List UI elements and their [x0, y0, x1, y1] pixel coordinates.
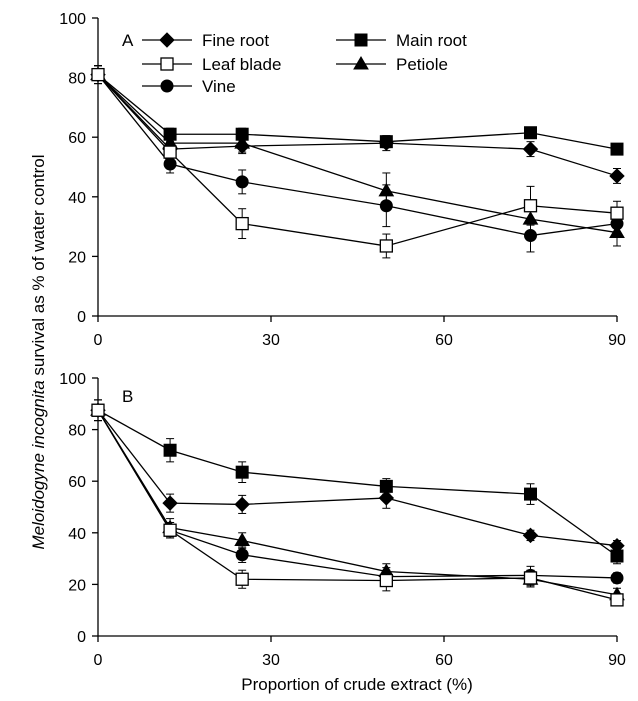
series-line-petiole	[97, 74, 618, 234]
y-tick-label: 20	[68, 577, 86, 594]
point-main-root	[163, 443, 177, 457]
point-vine	[235, 548, 249, 562]
panel-a: 0 20 40 60 80 100 0 30 60 90 A Fine root Leaf blade V…	[59, 11, 626, 349]
point-main-root	[610, 549, 624, 563]
legend-marker-fine-root	[159, 32, 175, 48]
series-line-main-root	[97, 409, 618, 557]
point-vine	[524, 229, 537, 243]
legend-item-vine: Vine	[142, 77, 236, 96]
series-line-vine	[97, 409, 618, 579]
point-leaf-blade	[379, 239, 393, 253]
y-tick-label: 0	[77, 629, 86, 646]
point-fine-root	[609, 168, 625, 184]
point-main-root	[379, 135, 393, 149]
point-leaf-blade	[163, 145, 177, 159]
point-leaf-blade	[523, 571, 538, 585]
y-axis-label-rest: survival as % of water control	[29, 155, 48, 381]
x-tick-label: 30	[262, 332, 280, 349]
legend-marker-main-root	[354, 33, 368, 47]
x-tick-label: 90	[608, 652, 626, 669]
point-vine	[379, 199, 393, 213]
legend-item-petiole: Petiole	[336, 55, 448, 74]
y-tick-label: 60	[68, 130, 86, 147]
series-vine	[91, 65, 624, 253]
series-leaf-blade	[91, 399, 624, 607]
y-tick-label: 60	[68, 474, 86, 491]
y-tick-label: 40	[68, 526, 86, 543]
y-tick-label: 100	[59, 371, 86, 388]
x-tick-label: 0	[94, 332, 103, 349]
legend-marker-leaf-blade	[160, 57, 174, 71]
x-axis-label: Proportion of crude extract (%)	[241, 675, 472, 694]
point-leaf-blade	[91, 67, 105, 82]
point-leaf-blade	[379, 573, 393, 588]
series-line-fine-root	[97, 74, 618, 177]
point-vine	[610, 571, 624, 585]
point-main-root	[235, 127, 249, 141]
y-tick-label: 80	[68, 71, 86, 88]
legend-label-main-root: Main root	[396, 31, 467, 50]
point-leaf-blade	[163, 523, 177, 537]
series-leaf-blade	[91, 65, 624, 259]
legend-marker-vine	[160, 79, 174, 93]
series-line-vine	[97, 74, 618, 237]
series-line-main-root	[97, 74, 618, 150]
point-vine	[235, 175, 249, 189]
point-fine-root	[522, 527, 539, 544]
y-axis-label-italic: Meloidogyne incognita	[29, 380, 48, 549]
x-tick-label: 60	[435, 652, 453, 669]
point-leaf-blade	[235, 216, 249, 231]
x-tick-label: 30	[262, 652, 280, 669]
y-tick-label: 0	[77, 309, 86, 326]
panel-letter-a: A	[122, 31, 134, 50]
point-main-root	[524, 126, 537, 140]
legend-item-main-root: Main root	[336, 31, 467, 50]
point-main-root	[610, 142, 624, 156]
point-fine-root	[162, 495, 178, 511]
point-main-root	[379, 479, 393, 493]
series-vine	[91, 399, 624, 587]
legend: Fine root Leaf blade Vine Main root Petiole	[142, 31, 467, 96]
point-fine-root	[234, 496, 250, 513]
x-tick-label: 90	[608, 332, 626, 349]
series-main-root	[91, 399, 624, 565]
series-line-leaf-blade	[97, 74, 618, 247]
point-fine-root	[522, 141, 539, 157]
x-tick-label: 60	[435, 332, 453, 349]
series-line-leaf-blade	[97, 409, 618, 601]
point-main-root	[163, 127, 177, 141]
legend-item-fine-root: Fine root	[142, 31, 269, 50]
point-leaf-blade	[91, 403, 105, 417]
legend-label-fine-root: Fine root	[202, 31, 269, 50]
point-leaf-blade	[610, 206, 624, 220]
y-tick-label: 100	[59, 11, 86, 28]
point-petiole	[234, 532, 251, 547]
y-tick-label: 20	[68, 249, 86, 266]
series-line-fine-root	[97, 409, 618, 547]
point-leaf-blade	[523, 199, 538, 213]
legend-label-leaf-blade: Leaf blade	[202, 55, 281, 74]
point-fine-root	[234, 138, 250, 154]
legend-item-leaf-blade: Leaf blade	[142, 55, 281, 74]
point-main-root	[524, 487, 537, 501]
legend-label-vine: Vine	[202, 77, 236, 96]
y-tick-label: 80	[68, 423, 86, 440]
legend-marker-petiole	[353, 56, 369, 70]
point-leaf-blade	[235, 572, 249, 586]
panel-letter-b: B	[122, 387, 133, 406]
y-tick-label: 40	[68, 190, 86, 207]
point-leaf-blade	[610, 593, 624, 607]
point-main-root	[235, 465, 249, 479]
legend-label-petiole: Petiole	[396, 55, 448, 74]
x-tick-label: 0	[94, 652, 103, 669]
panel-b: 0 20 40 60 80 100 0 30 60 90 B	[59, 371, 626, 669]
y-axis-label: Meloidogyne incognita survival as % of w…	[29, 155, 48, 550]
